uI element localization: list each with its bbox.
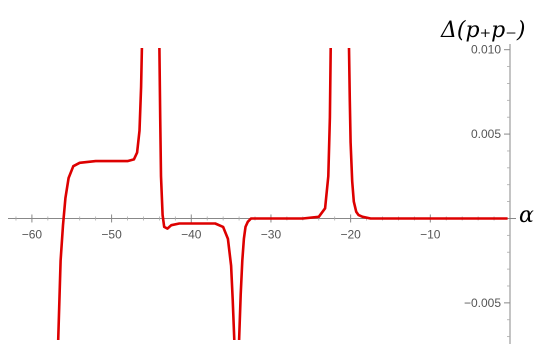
x-tick-label: −50 [101,227,122,241]
axes [8,44,516,344]
y-tick-label: 0.005 [471,127,501,141]
series-line-1 [56,48,144,340]
x-tick-label: −10 [420,227,441,241]
y-tick-label: 0.010 [471,43,501,57]
tick-labels: −60 −50 −40 −30 −20 −10 −0.005 0.005 0.010 [22,43,502,310]
x-axis-title: α [519,203,534,228]
x-tick-label: −20 [340,227,361,241]
y-tick-label: −0.005 [464,296,501,310]
series-line-3 [237,48,332,340]
series-layer [56,48,508,340]
y-axis-title: Δ(p₊p₋) [440,18,525,43]
x-tick-label: −40 [181,227,202,241]
ticks [15,49,510,338]
x-tick-label: −60 [22,227,43,241]
series-line-2 [158,48,236,340]
series-line-4 [347,48,508,220]
x-tick-label: −30 [261,227,282,241]
